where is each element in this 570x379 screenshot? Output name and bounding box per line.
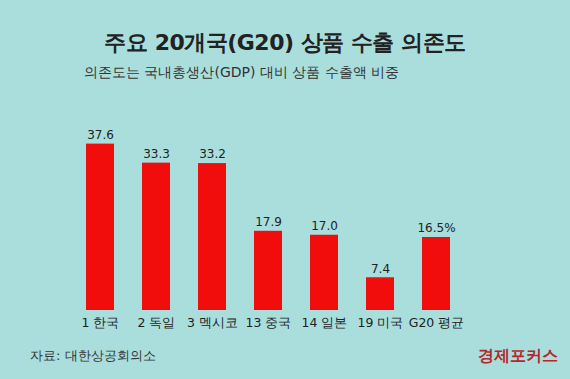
svg-text:17.9: 17.9 (255, 215, 282, 229)
html-text:경제포커스: 경제포커스 (478, 346, 558, 365)
svg-text:3 멕시코: 3 멕시코 (187, 315, 238, 330)
html-text:자료: 대한상공회의소: 자료: 대한상공회의소 (30, 348, 156, 363)
svg-text:37.6: 37.6 (87, 128, 114, 142)
svg-text:33.3: 33.3 (143, 147, 170, 161)
svg-text:2 독일: 2 독일 (138, 315, 176, 330)
svg-text:14 일본: 14 일본 (302, 315, 348, 330)
html-text:주요 20개국(G20) 상품 수출 의존도: 주요 20개국(G20) 상품 수출 의존도 (104, 30, 466, 55)
html-text:의존도는 국내총생산(GDP) 대비 상품 수출액 비중: 의존도는 국내총생산(GDP) 대비 상품 수출액 비중 (84, 64, 400, 80)
svg-text:16.5%: 16.5% (417, 221, 455, 235)
svg-text:G20 평균: G20 평균 (409, 315, 465, 330)
svg-text:7.4: 7.4 (371, 262, 390, 276)
svg-text:17.0: 17.0 (311, 219, 338, 233)
svg-text:1 한국: 1 한국 (82, 315, 120, 330)
svg-text:33.2: 33.2 (199, 147, 226, 161)
svg-text:19 미국: 19 미국 (358, 315, 404, 330)
svg-text:13 중국: 13 중국 (246, 315, 292, 330)
